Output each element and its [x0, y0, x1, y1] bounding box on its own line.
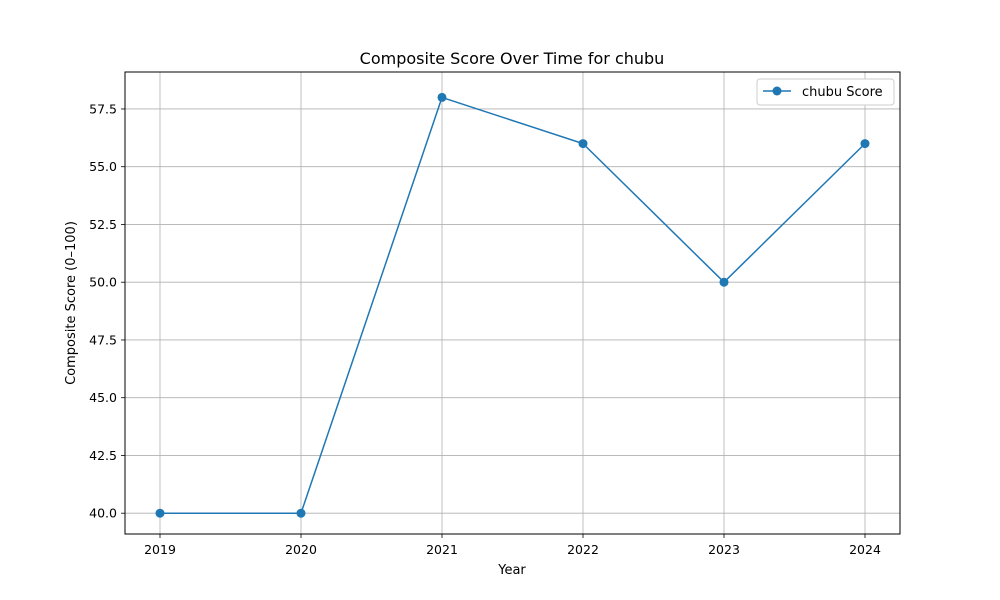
- data-point: [296, 508, 306, 518]
- chart-title: Composite Score Over Time for chubu: [360, 49, 665, 68]
- legend-box: [756, 78, 895, 106]
- x-tick-label: 2021: [426, 542, 458, 557]
- y-tick-label: 52.5: [89, 217, 117, 232]
- y-tick-label: 47.5: [89, 332, 117, 347]
- x-tick-label: 2024: [849, 542, 881, 557]
- y-tick-label: 42.5: [89, 448, 117, 463]
- x-tick-label: 2020: [285, 542, 317, 557]
- data-point: [860, 139, 870, 149]
- legend: chubu Score: [756, 78, 895, 106]
- data-point: [155, 508, 165, 518]
- data-point: [719, 277, 729, 287]
- y-tick-label: 57.5: [89, 101, 117, 116]
- series-line: [160, 96, 866, 514]
- data-point: [437, 92, 447, 102]
- y-tick-label: 55.0: [89, 159, 117, 174]
- x-axis-label: Year: [497, 563, 526, 578]
- x-tick-label: 2023: [708, 542, 740, 557]
- axis-ticks: 2019 2020 2021 2022 2023 2024 40.0 42.5 45.0 47.5…: [89, 101, 881, 557]
- x-tick-label: 2019: [144, 542, 176, 557]
- plot-frame: [124, 71, 901, 535]
- y-tick-label: 45.0: [89, 390, 117, 405]
- y-axis-label: Composite Score (0–100): [64, 221, 79, 385]
- gridlines: [125, 72, 900, 534]
- y-tick-label: 50.0: [89, 275, 117, 290]
- x-tick-label: 2022: [567, 542, 599, 557]
- data-point: [578, 139, 588, 149]
- y-tick-label: 40.0: [89, 506, 117, 521]
- plot-series: [155, 92, 870, 518]
- legend-entry-label: chubu Score: [802, 85, 883, 100]
- legend-marker: [772, 86, 782, 96]
